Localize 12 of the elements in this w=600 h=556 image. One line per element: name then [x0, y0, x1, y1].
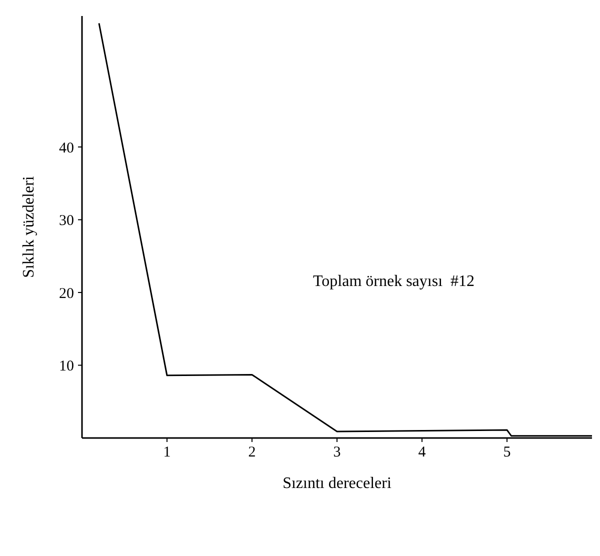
y-tick-label: 40: [59, 140, 74, 156]
y-tick-label: 10: [59, 358, 74, 375]
x-tick-label: 5: [503, 444, 511, 461]
x-tick-label: 1: [163, 444, 171, 461]
y-axis-title: Sıklık yüzdeleri: [20, 176, 38, 278]
x-tick-label: 4: [418, 444, 426, 461]
y-tick-label: 30: [59, 213, 74, 230]
x-tick-label: 2: [248, 444, 256, 461]
x-axis-title: Sızıntı dereceleri: [282, 475, 392, 492]
y-tick-label: 20: [59, 286, 74, 302]
x-tick-label: 3: [333, 444, 341, 461]
annotation: Toplam örnek sayısı #12: [313, 273, 475, 291]
